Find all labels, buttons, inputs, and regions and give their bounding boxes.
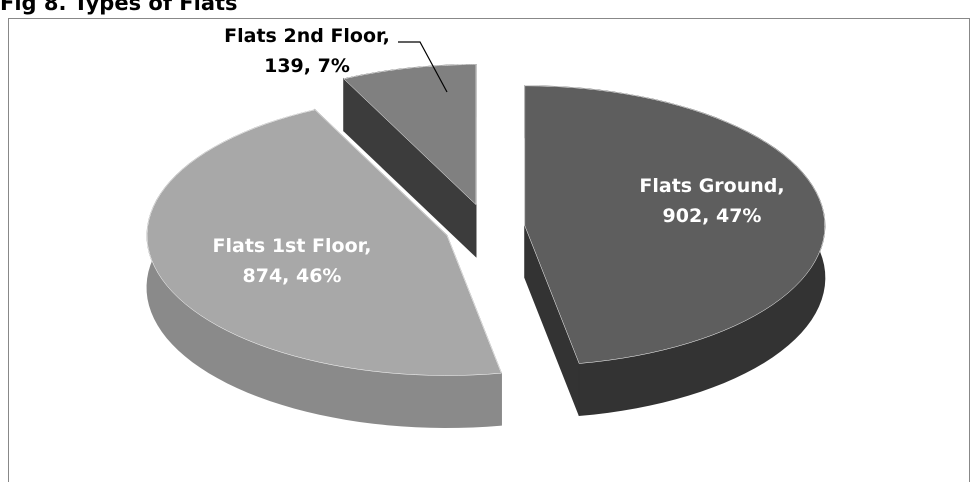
leader-line <box>398 41 448 93</box>
pie <box>146 64 826 429</box>
slice <box>524 85 826 364</box>
data-label-category: Flats 2nd Floor, <box>224 25 390 47</box>
slice <box>343 64 477 206</box>
data-label: 902, 47% <box>663 205 762 227</box>
labels: Flats Ground, 902, 47% Flats 1st Floor, 874… <box>213 25 785 287</box>
data-label-category: Flats 1st Floor, <box>213 235 372 257</box>
data-label-category: Flats Ground, <box>639 175 784 197</box>
slice <box>146 109 502 376</box>
data-label: 874, 46% <box>243 265 342 287</box>
chart-title: Fig 8. Types of Flats <box>0 0 238 15</box>
data-label: 139, 7% <box>264 55 350 77</box>
